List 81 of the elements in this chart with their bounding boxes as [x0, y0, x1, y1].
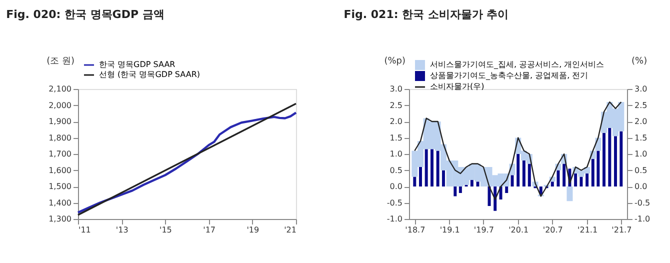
bar	[562, 164, 566, 186]
y-axis-title: (%p)	[384, 56, 406, 66]
bar	[566, 186, 573, 202]
bar	[574, 174, 578, 186]
x-tick-label: '17	[203, 226, 216, 234]
y-tick-label: -1.0	[386, 214, 402, 224]
bar	[488, 186, 491, 206]
y-tick-label: 1,700	[48, 150, 72, 158]
y-tick-label: 1,800	[48, 133, 72, 142]
x-tick-label: '20.7	[542, 226, 563, 234]
y2-tick-label: 1.5	[634, 133, 648, 142]
legend-label: 서비스물가기여도_집세, 공공서비스, 개인서비스	[430, 60, 604, 69]
y2-tick-label: 2.5	[634, 100, 648, 110]
bar	[454, 186, 457, 196]
bar	[430, 149, 434, 186]
y-tick-label: 1,900	[48, 117, 72, 126]
chart-title: Fig. 020: 한국 명목GDP 금액	[6, 8, 164, 21]
legend-label: 소비자물가(우)	[430, 82, 484, 91]
x-tick-label: '19	[246, 226, 260, 234]
x-tick-label: '13	[116, 226, 128, 234]
x-tick-label: '11	[78, 226, 91, 234]
bar	[591, 158, 594, 186]
bar	[516, 154, 520, 186]
x-tick-label: '21.1	[578, 226, 598, 234]
y-tick-label: 2,000	[48, 100, 72, 110]
bar	[442, 170, 445, 186]
bar	[580, 176, 583, 186]
legend-label: 선형 (한국 명목GDP SAAR)	[99, 70, 200, 79]
y2-tick-label: 3.0	[634, 84, 648, 94]
y-tick-label: 1.0	[390, 150, 402, 158]
y-tick-label: 1.5	[390, 133, 402, 142]
bar	[458, 186, 462, 193]
bar	[620, 131, 623, 186]
y2-tick-label: -1.0	[634, 214, 650, 224]
x-tick-label: '19.7	[474, 226, 494, 234]
bar	[476, 182, 480, 186]
y-tick-label: 1,600	[48, 166, 72, 175]
y-tick-label: 2,100	[48, 84, 72, 94]
bar	[602, 132, 606, 186]
legend-label: 한국 명목GDP SAAR	[99, 60, 176, 69]
y-tick-label: 3.0	[390, 84, 402, 94]
bar	[505, 186, 508, 193]
y-tick-label: 2.5	[390, 100, 402, 110]
x-tick-label: '20.1	[508, 226, 529, 234]
y2-tick-label: 0.5	[634, 166, 648, 175]
x-tick-label: '19.1	[440, 226, 460, 234]
bar	[586, 174, 589, 186]
bar	[499, 186, 502, 200]
legend-label: 상품물가기여도_농축수산물, 공업제품, 전기	[430, 71, 588, 80]
y-tick-label: 0.0	[390, 182, 402, 191]
y2-tick-label: 1.0	[634, 150, 648, 158]
bar	[413, 176, 416, 186]
line-series	[414, 101, 622, 200]
bar	[614, 136, 618, 186]
y-tick-label: -0.5	[386, 198, 402, 208]
y2-axis-title: (%)	[632, 56, 648, 66]
bar	[424, 149, 428, 186]
y-tick-label: 2.0	[390, 117, 402, 126]
bar	[596, 150, 600, 186]
bar	[528, 164, 531, 186]
x-tick-label: '18.7	[405, 226, 426, 234]
y-tick-label: 0.5	[390, 166, 402, 175]
bar	[522, 160, 526, 186]
bar	[556, 170, 560, 186]
bar	[510, 175, 514, 186]
bar	[436, 150, 440, 186]
y2-tick-label: 2.0	[634, 117, 648, 126]
y2-tick-label: -0.5	[634, 198, 650, 208]
bar	[608, 128, 612, 186]
chart-title: Fig. 021: 한국 소비자물가 추이	[344, 8, 509, 21]
x-tick-label: '15	[159, 226, 172, 234]
bar	[470, 180, 474, 186]
y-tick-label: 1,500	[48, 182, 72, 191]
x-tick-label: '21.7	[612, 226, 632, 234]
y-tick-label: 1,400	[48, 198, 72, 208]
y2-tick-label: 0.0	[634, 182, 648, 191]
bar	[418, 167, 422, 186]
bar	[550, 182, 554, 186]
x-tick-label: '21	[284, 226, 296, 234]
y-axis-title: (조 원)	[46, 56, 74, 66]
y-tick-label: 1,300	[48, 214, 72, 224]
